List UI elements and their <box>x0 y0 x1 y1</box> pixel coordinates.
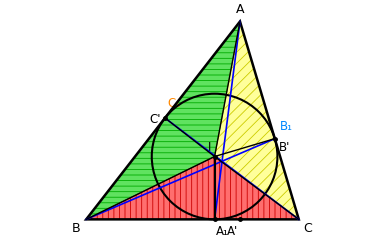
Text: B₁: B₁ <box>280 120 293 133</box>
Text: C: C <box>303 222 312 235</box>
Text: B': B' <box>279 141 290 154</box>
Text: A₁: A₁ <box>216 225 229 238</box>
Text: C': C' <box>149 113 161 126</box>
Text: I: I <box>208 141 211 154</box>
Text: A': A' <box>227 225 238 238</box>
Polygon shape <box>86 22 240 219</box>
Text: C₁: C₁ <box>167 97 180 110</box>
Polygon shape <box>214 22 299 219</box>
Text: B: B <box>72 222 80 235</box>
Polygon shape <box>86 157 299 219</box>
Text: A: A <box>236 3 244 16</box>
